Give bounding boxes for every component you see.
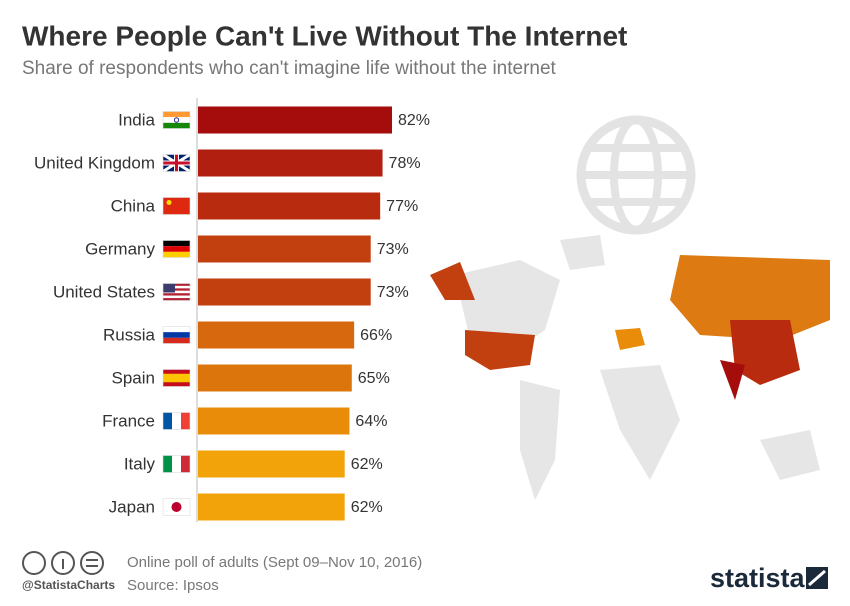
chart-title: Where People Can't Live Without The Inte… [22, 20, 627, 51]
flag-part [163, 246, 190, 252]
value-label: 82% [398, 112, 430, 129]
flag-part [163, 251, 190, 258]
flag-part [163, 337, 190, 344]
bar [198, 493, 345, 521]
flag-border [162, 369, 191, 387]
cc-icons [22, 551, 104, 575]
flag-part [163, 285, 190, 289]
flag-part [163, 326, 190, 333]
chart-subtitle: Share of respondents who can't imagine l… [22, 58, 557, 79]
flag-part [163, 455, 172, 473]
flag-part [172, 412, 181, 430]
category-label: Russia [103, 325, 156, 344]
flag-part [163, 154, 190, 172]
flag [162, 111, 191, 129]
flag-border [162, 498, 191, 516]
flag-border [162, 111, 191, 129]
value-label: 62% [351, 499, 383, 516]
category-label: United Kingdom [34, 153, 155, 172]
flag-part [163, 283, 190, 286]
flag-border [162, 154, 191, 172]
bar [198, 407, 350, 435]
flag [162, 153, 191, 173]
category-label: China [111, 196, 156, 215]
bar [198, 278, 371, 306]
flag-part [181, 412, 190, 430]
flag-part [163, 373, 190, 383]
map-decoration [430, 115, 830, 500]
category-label: Italy [124, 454, 156, 473]
flag-part [163, 240, 190, 247]
value-label: 73% [377, 241, 409, 258]
flag [162, 197, 191, 215]
flag-border [162, 412, 191, 430]
category-label: United States [53, 282, 155, 301]
flag-part [163, 295, 190, 299]
flag-part [163, 122, 190, 129]
flag-part [163, 412, 172, 430]
flag-part [171, 502, 182, 512]
value-label: 65% [358, 370, 390, 387]
flag-border [162, 455, 191, 473]
bar [198, 321, 355, 349]
flag-part [172, 455, 181, 473]
bar [198, 149, 383, 177]
flag [162, 498, 191, 516]
credit: @StatistaCharts [22, 578, 115, 592]
flag [162, 412, 191, 430]
flag-part [181, 455, 190, 473]
flag [162, 283, 191, 301]
flag-part [163, 290, 190, 294]
flag-part [163, 298, 190, 301]
value-label: 73% [377, 284, 409, 301]
brand: statista [710, 563, 806, 593]
value-label: 64% [355, 413, 387, 430]
flag-part [163, 283, 175, 293]
flag-part [163, 293, 190, 296]
source: Source: Ipsos [127, 577, 219, 594]
bar [198, 235, 371, 263]
category-label: Japan [109, 497, 155, 516]
flag-part [163, 332, 190, 338]
category-label: Spain [112, 368, 155, 387]
value-label: 62% [351, 456, 383, 473]
brand-icon [806, 567, 828, 589]
value-label: 77% [386, 198, 418, 215]
value-label: 66% [360, 327, 392, 344]
flag-border [162, 326, 191, 344]
flag [162, 369, 191, 387]
bar [198, 450, 345, 478]
flag-part [166, 200, 172, 205]
flag [162, 455, 191, 473]
category-label: France [102, 411, 155, 430]
category-label: India [118, 110, 155, 129]
flag [162, 326, 191, 344]
flag-part [163, 111, 190, 118]
flag-border [162, 283, 191, 301]
flag-part [163, 117, 190, 123]
bar [198, 192, 381, 220]
value-label: 78% [389, 155, 421, 172]
flag-border [162, 240, 191, 258]
category-label: Germany [85, 239, 155, 258]
flag-border [162, 197, 191, 215]
bar [198, 106, 393, 134]
flag-part [163, 288, 190, 291]
note: Online poll of adults (Sept 09–Nov 10, 2… [127, 554, 422, 571]
flag-part [173, 117, 180, 123]
bar [198, 364, 352, 392]
flag [162, 240, 191, 258]
flag-part [163, 197, 190, 215]
